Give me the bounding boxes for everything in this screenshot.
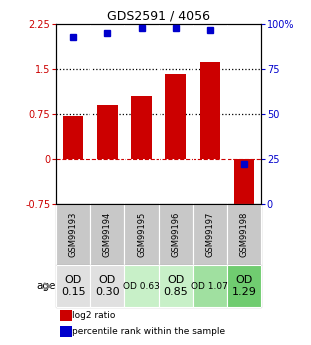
- Text: OD 0.63: OD 0.63: [123, 282, 160, 291]
- Text: GSM99196: GSM99196: [171, 212, 180, 257]
- Text: OD
0.85: OD 0.85: [163, 275, 188, 297]
- Bar: [234, 159, 254, 211]
- Bar: [56, 265, 90, 307]
- Bar: [90, 204, 124, 265]
- Text: GSM99193: GSM99193: [69, 212, 77, 257]
- Bar: [227, 265, 261, 307]
- Bar: [165, 74, 186, 159]
- Text: GSM99198: GSM99198: [240, 212, 248, 257]
- Bar: [193, 204, 227, 265]
- Bar: [124, 265, 159, 307]
- Bar: [227, 204, 261, 265]
- Bar: [124, 204, 159, 265]
- Text: OD
0.30: OD 0.30: [95, 275, 120, 297]
- Bar: [159, 265, 193, 307]
- Text: GSM99197: GSM99197: [206, 212, 214, 257]
- Text: OD
0.15: OD 0.15: [61, 275, 86, 297]
- Text: OD 1.07: OD 1.07: [192, 282, 228, 291]
- Bar: [60, 310, 72, 321]
- Text: OD
1.29: OD 1.29: [232, 275, 257, 297]
- Bar: [97, 105, 118, 159]
- Text: GSM99194: GSM99194: [103, 212, 112, 257]
- Bar: [63, 116, 83, 159]
- Text: age: age: [37, 281, 56, 291]
- Text: GSM99195: GSM99195: [137, 212, 146, 257]
- Bar: [60, 326, 72, 337]
- Bar: [56, 204, 90, 265]
- Bar: [159, 204, 193, 265]
- Bar: [200, 62, 220, 159]
- Text: log2 ratio: log2 ratio: [72, 312, 116, 321]
- Bar: [90, 265, 124, 307]
- Bar: [193, 265, 227, 307]
- Title: GDS2591 / 4056: GDS2591 / 4056: [107, 10, 210, 23]
- Bar: [131, 96, 152, 159]
- Text: percentile rank within the sample: percentile rank within the sample: [72, 327, 225, 336]
